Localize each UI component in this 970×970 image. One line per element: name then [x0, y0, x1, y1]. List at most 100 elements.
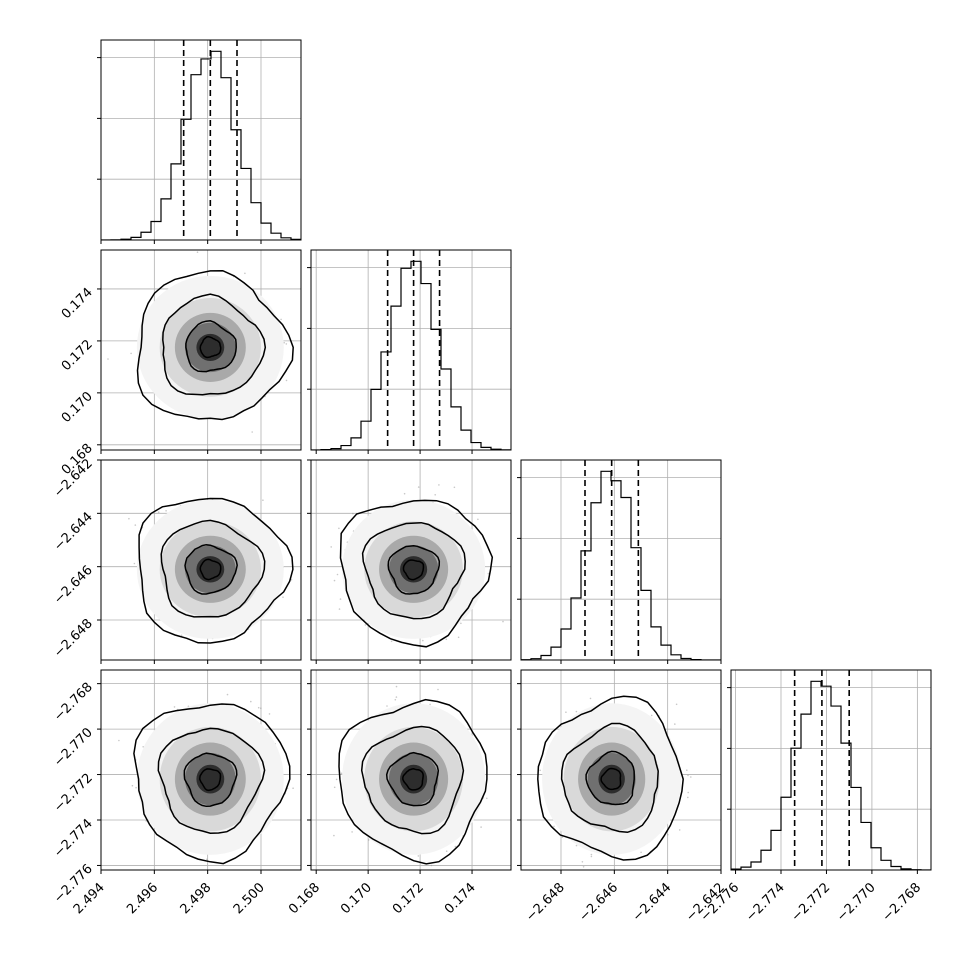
scatter-point	[336, 573, 339, 576]
panel-frame	[310, 459, 512, 661]
y-tick-label-1-2: 0.172	[59, 337, 96, 374]
x-tick-label-0-3: 2.500	[231, 880, 268, 917]
x-tick-label-0-1: 2.496	[124, 880, 161, 917]
contour-line-1	[160, 519, 266, 618]
scatter-point	[434, 494, 437, 496]
scatter-point	[251, 431, 253, 433]
y-tick-label-3-1: −2.774	[51, 816, 96, 861]
scatter-point	[285, 379, 288, 382]
y-tick-label-3-2: −2.772	[51, 771, 96, 816]
scatter-point	[290, 578, 293, 581]
panel-frame	[100, 249, 302, 451]
panel-frame	[100, 669, 302, 871]
contour-line-0	[339, 499, 494, 648]
y-tick-label-2-0: −2.648	[51, 616, 96, 661]
contour-line-3	[199, 335, 222, 359]
scatter-point	[339, 598, 342, 600]
scatter-point	[292, 787, 294, 789]
scatter-point	[260, 707, 262, 709]
scatter-point	[244, 272, 246, 275]
panel-3-1: 0.168 0.170 0.172 0.174	[286, 669, 512, 917]
scatter-point	[453, 486, 456, 489]
contour-line-2	[183, 752, 238, 808]
scatter-point	[283, 341, 286, 344]
scatter-point	[487, 572, 490, 575]
y-tick-label-1-3: 0.174	[59, 285, 96, 322]
density-3-0	[118, 693, 294, 865]
scatter-point	[250, 700, 252, 703]
panel-1-1	[307, 249, 512, 454]
scatter-point	[333, 579, 336, 582]
contour-line-1	[162, 293, 267, 396]
scatter-point	[338, 608, 341, 610]
scatter-point	[142, 746, 144, 748]
scatter-point	[457, 636, 460, 639]
scatter-point	[438, 484, 440, 486]
scatter-point	[135, 786, 137, 789]
scatter-point	[118, 739, 120, 742]
scatter-point	[338, 527, 340, 530]
scatter-point	[170, 243, 172, 245]
panel-2-2	[517, 459, 722, 664]
scatter-point	[165, 510, 167, 512]
panel-2-1	[307, 459, 512, 664]
scatter-point	[335, 778, 338, 781]
scatter-point	[333, 786, 336, 789]
y-tick-label-2-2: −2.644	[51, 510, 96, 555]
scatter-point	[282, 596, 284, 598]
panel-frame	[100, 459, 302, 661]
scatter-point	[128, 517, 130, 520]
density-1-0	[107, 243, 294, 433]
scatter-point	[333, 834, 335, 837]
scatter-point	[262, 499, 264, 502]
scatter-point	[454, 845, 457, 848]
y-tick-label-1-1: 0.170	[59, 389, 96, 426]
scatter-point	[226, 693, 229, 696]
scatter-point	[460, 622, 462, 625]
scatter-point	[180, 634, 183, 637]
scatter-point	[134, 524, 137, 526]
scatter-point	[107, 358, 109, 360]
scatter-point	[130, 352, 132, 355]
scatter-point	[445, 850, 448, 852]
scatter-point	[367, 839, 370, 841]
scatter-point	[196, 251, 199, 253]
panel-frame	[100, 39, 302, 241]
scatter-point	[351, 831, 353, 833]
histogram-1	[311, 260, 511, 450]
scatter-point	[133, 562, 136, 565]
scatter-point	[417, 486, 420, 488]
contour-line-2	[387, 545, 441, 595]
contour-line-3	[198, 768, 222, 792]
scatter-point	[390, 640, 393, 643]
scatter-point	[268, 713, 271, 715]
density-3-1	[333, 685, 488, 867]
scatter-point	[364, 624, 367, 626]
density-2-1	[330, 484, 504, 648]
x-tick-label-0-2: 2.498	[178, 880, 215, 917]
scatter-point	[422, 639, 424, 642]
panel-frame	[520, 459, 722, 661]
contour-line-3	[199, 558, 222, 581]
contour-line-0	[136, 269, 294, 421]
contour-line-2	[184, 543, 238, 595]
panel-3-0: 2.494 2.496 2.498 2.500−2.776−2.774−2.772−2…	[51, 669, 302, 917]
scatter-point	[285, 343, 288, 345]
scatter-point	[430, 864, 433, 867]
scatter-point	[403, 492, 406, 495]
panel-0-0	[97, 39, 302, 244]
density-2-0	[128, 497, 294, 644]
contour-line-3	[402, 559, 425, 581]
contour-line-0	[138, 497, 294, 644]
panel-2-0: −2.648−2.646−2.644−2.642	[51, 456, 302, 664]
contour-line-0	[133, 703, 291, 865]
scatter-point	[173, 706, 176, 708]
panel-frame	[310, 249, 512, 451]
scatter-point	[280, 318, 282, 321]
scatter-point	[445, 638, 448, 641]
scatter-point	[131, 784, 134, 787]
scatter-point	[330, 546, 333, 548]
y-tick-label-2-1: −2.646	[51, 563, 96, 608]
